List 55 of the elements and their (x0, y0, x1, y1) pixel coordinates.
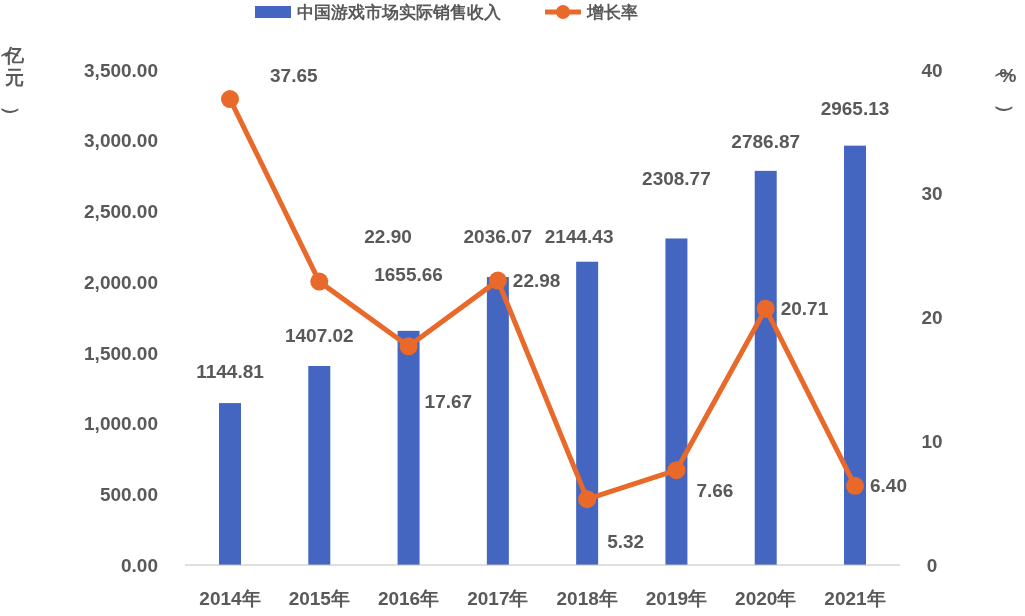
y-tick-label: 2,500.00 (84, 201, 158, 223)
text: 1655.66 (374, 263, 443, 285)
point (399, 337, 418, 356)
bar (665, 238, 688, 565)
data-label: 7.66 (696, 479, 734, 501)
data-label: 22.98 (512, 270, 561, 292)
data-label: 17.67 (424, 390, 473, 412)
point (221, 90, 239, 109)
y-tick-label: 2,000.00 (84, 271, 158, 293)
bar (219, 403, 241, 565)
y2-tick-label: 0 (926, 554, 938, 576)
legend-label: 增长率 (586, 2, 638, 22)
point (578, 490, 597, 509)
point (488, 271, 507, 290)
text: 2308.77 (642, 168, 711, 190)
text: 1144.81 (196, 361, 264, 383)
bar (844, 145, 866, 565)
x-tick-label: 2014年 (199, 588, 261, 609)
data-label: 20.71 (780, 298, 829, 320)
x-tick-label: 2019年 (645, 588, 708, 609)
legend-label: 中国游戏市场实际销售收入 (297, 2, 502, 22)
text: 2786.87 (731, 130, 801, 152)
x-tick-label: 2021年 (824, 588, 886, 609)
bar (397, 330, 420, 565)
point (310, 272, 329, 291)
point (846, 476, 864, 495)
text: 2144.43 (544, 225, 614, 247)
text: 2036.07 (463, 226, 533, 248)
x-tick-label: 2020年 (735, 588, 797, 609)
x-tick-label: 2015年 (288, 588, 350, 609)
point (667, 461, 686, 480)
text: 1407.02 (284, 325, 354, 347)
y2-tick-label: 10 (921, 430, 943, 452)
y2-tick-label: 30 (921, 183, 943, 205)
data-label: 37.65 (270, 64, 318, 86)
y2-tick-label: 40 (921, 59, 943, 81)
y-tick-label: 0.00 (121, 554, 158, 576)
x-tick-label: 2016年 (377, 588, 440, 609)
y-tick-label: 500.00 (99, 483, 158, 505)
x-tick-label: 2017年 (467, 588, 529, 609)
y-tick-label: 3,000.00 (84, 130, 158, 152)
bar (308, 366, 331, 565)
data-label: 22.90 (364, 226, 412, 248)
text: 2965.13 (820, 97, 890, 119)
bar (576, 261, 599, 565)
x-tick-label: 2018年 (556, 588, 618, 609)
y2-tick-label: 20 (921, 307, 943, 329)
y-tick-label: 3,500.00 (84, 59, 158, 81)
data-label: 6.40 (870, 475, 907, 497)
y-tick-label: 1,500.00 (84, 342, 158, 364)
bar (486, 277, 509, 565)
bar (754, 170, 777, 565)
data-label: 5.32 (607, 530, 645, 552)
point (756, 299, 775, 318)
y-tick-label: 1,000.00 (84, 413, 158, 435)
